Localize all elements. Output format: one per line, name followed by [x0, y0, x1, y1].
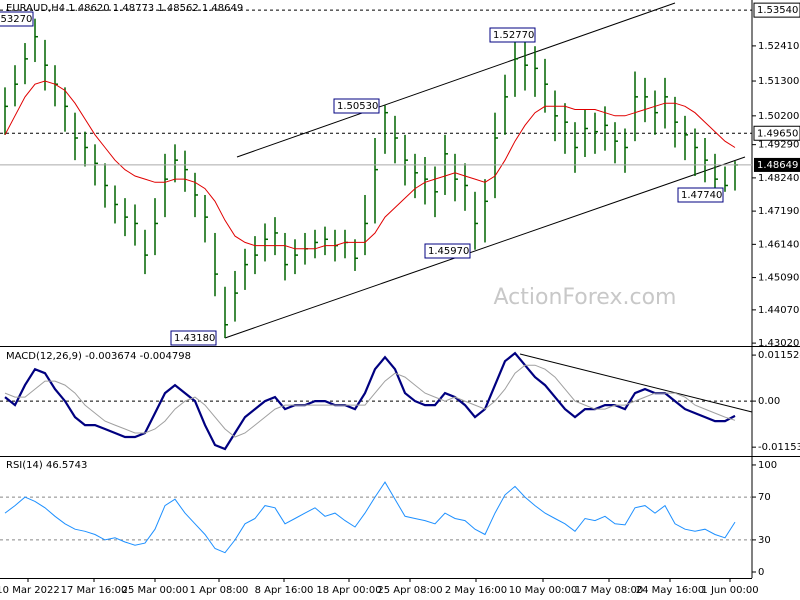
level-label-box [753, 125, 800, 141]
y-tick-label: 1.51300 [758, 76, 799, 87]
level-label-box [753, 2, 800, 18]
x-tick-label: 8 Apr 16:00 [255, 585, 314, 596]
channel-line [224, 156, 746, 339]
trend-line [519, 353, 753, 413]
price-annotation: 1.53270 [0, 14, 32, 25]
watermark: ActionForex.com [494, 285, 677, 310]
y-tick-label: 70 [758, 492, 771, 503]
x-tick-label: 25 Mar 00:00 [122, 585, 189, 596]
y-tick-label: 30 [758, 535, 771, 546]
x-tick-label: 10 May 00:00 [509, 585, 578, 596]
indicator-title: MACD(12,26,9) -0.003674 -0.004798 [6, 351, 191, 362]
price-annotation-box [424, 243, 471, 259]
channel-line [236, 2, 676, 158]
level-label: 1.49650 [757, 128, 798, 139]
level-label: 1.53540 [757, 5, 798, 16]
price-annotation-box [170, 330, 217, 346]
x-tick-label: 18 Apr 00:00 [316, 585, 381, 596]
y-tick-label: 1.43020 [758, 338, 799, 349]
indicator-line [4, 481, 736, 554]
chart-title: EURAUD,H4 1.48620 1.48773 1.48562 1.4864… [6, 3, 243, 14]
price-annotation: 1.52770 [493, 30, 534, 41]
moving-average [4, 80, 736, 250]
y-tick-label: 1.52410 [758, 41, 799, 52]
y-tick-label: 1.49290 [758, 140, 799, 151]
y-tick-label: 1.47190 [758, 206, 799, 217]
y-tick-label: 1.45090 [758, 273, 799, 284]
x-tick-label: 17 Mar 16:00 [61, 585, 128, 596]
frame [0, 0, 800, 579]
indicator-title: RSI(14) 46.5743 [6, 460, 87, 471]
y-tick-label: 0.00 [758, 396, 780, 407]
x-tick-label: 2 May 16:00 [445, 585, 507, 596]
price-annotation: 1.43180 [174, 333, 215, 344]
indicator-line [4, 364, 736, 438]
y-tick-label: 1.48240 [758, 173, 799, 184]
last-price-label: 1.48649 [757, 160, 798, 171]
y-tick-label: 1.44070 [758, 305, 799, 316]
x-tick-label: 25 Apr 08:00 [377, 585, 442, 596]
x-tick-label: 24 May 16:00 [636, 585, 705, 596]
price-annotation-box [489, 27, 536, 43]
y-tick-label: -0.011537 [758, 442, 800, 453]
y-tick-label: 0 [758, 567, 764, 578]
x-tick-label: 17 May 08:00 [575, 585, 644, 596]
y-tick-label: 100 [758, 460, 777, 471]
y-tick-label: 1.50200 [758, 111, 799, 122]
y-tick-label: 0.011524 [758, 350, 800, 361]
price-annotation-box [0, 11, 34, 27]
x-tick-label: 1 Jun 00:00 [701, 585, 758, 596]
last-price-box [754, 157, 800, 172]
price-annotation-box [677, 187, 724, 203]
y-tick-label: 1.46140 [758, 239, 799, 250]
price-annotation: 1.50530 [337, 101, 378, 112]
price-annotation: 1.45970 [428, 246, 469, 257]
x-tick-label: 1 Apr 08:00 [190, 585, 249, 596]
x-tick-label: 10 Mar 2022 [0, 585, 60, 596]
indicator-line [4, 351, 736, 451]
price-annotation: 1.47740 [681, 190, 722, 201]
price-annotation-box [333, 98, 380, 114]
